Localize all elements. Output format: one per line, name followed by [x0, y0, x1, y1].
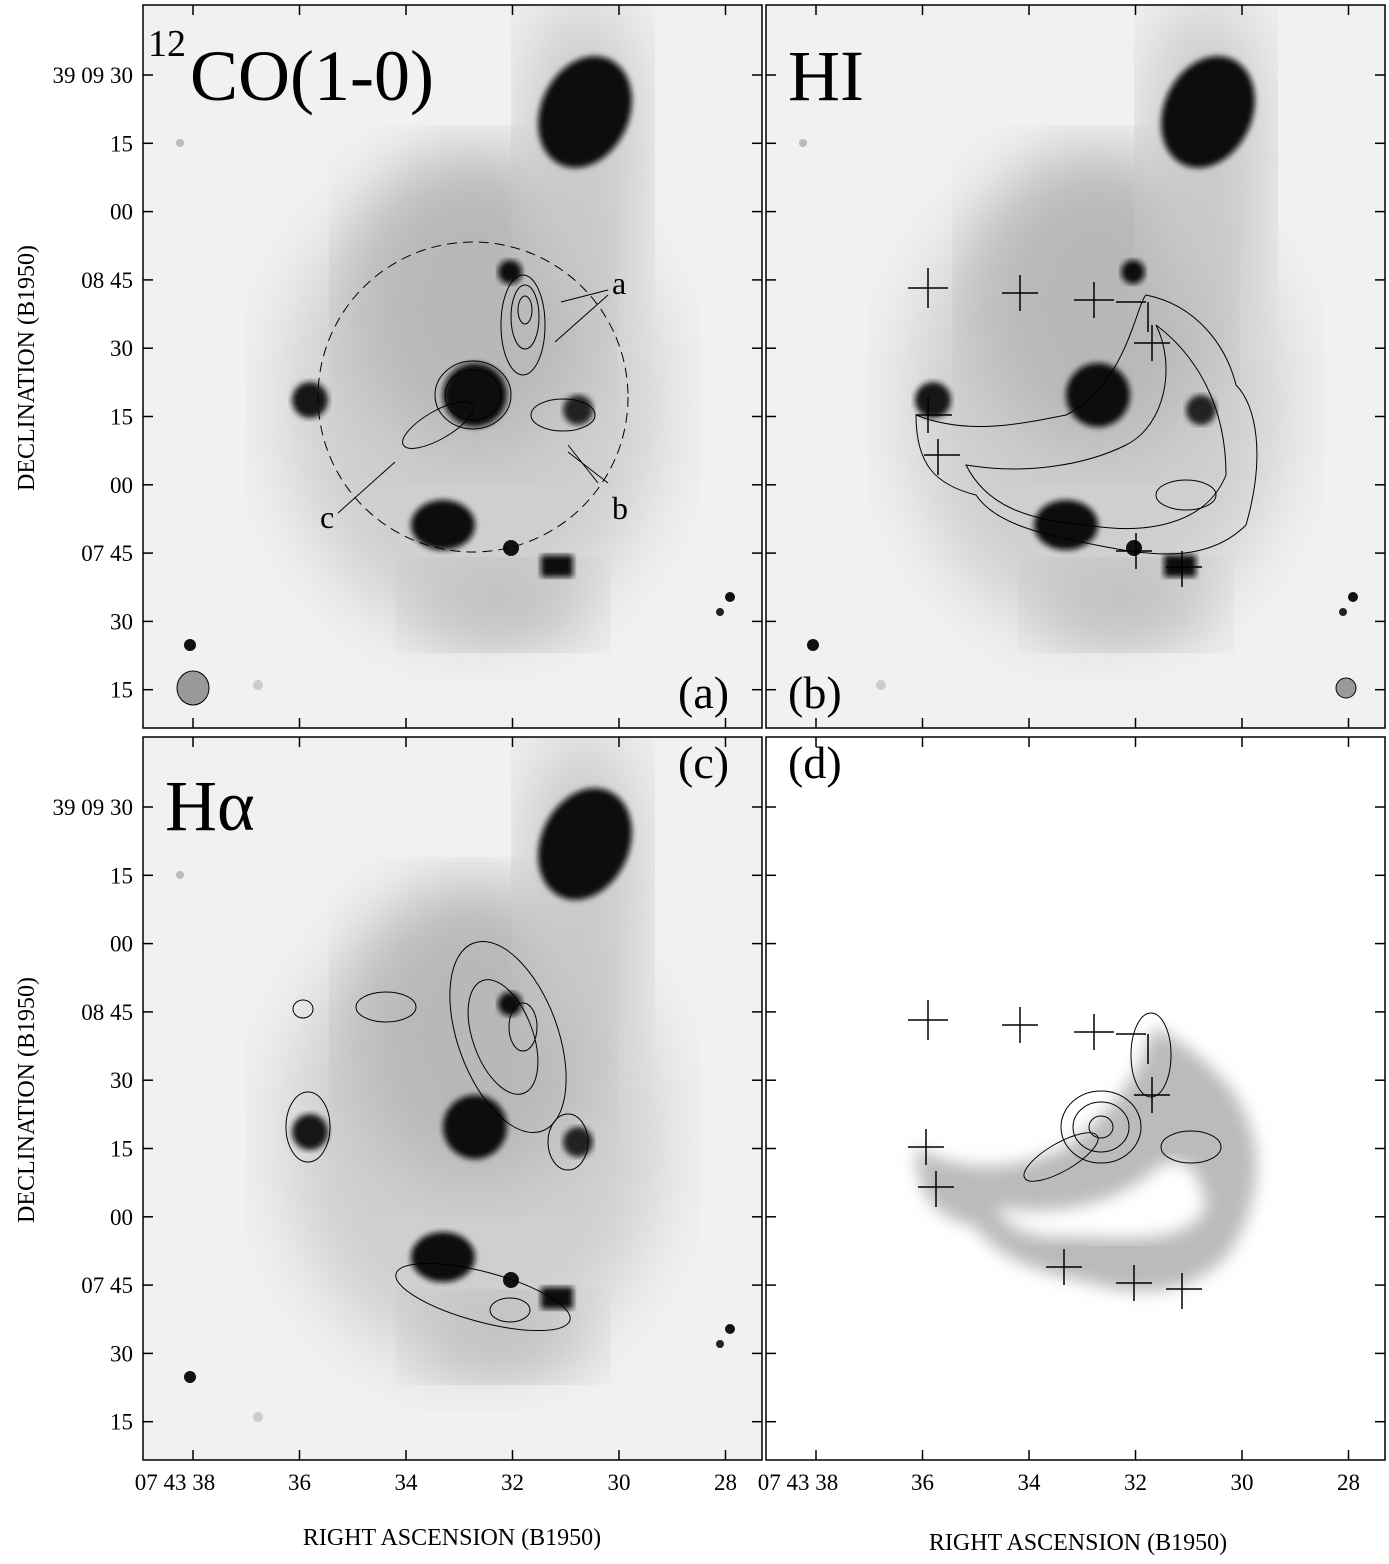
x-tick-label: 32	[501, 1470, 524, 1495]
y-tick-label: 30	[110, 1341, 133, 1366]
y-tick-label: 15	[110, 1410, 133, 1435]
panel-label: (a)	[678, 667, 729, 718]
x-axis-label: RIGHT ASCENSION (B1950)	[929, 1530, 1227, 1556]
panel-title: Hα	[165, 766, 255, 846]
y-tick-label: 15	[110, 1137, 133, 1162]
panel-label: (b)	[788, 667, 842, 718]
y-tick-label: 39 09 30	[53, 63, 134, 88]
panel-label: (c)	[678, 737, 729, 788]
y-tick-label: 15	[110, 678, 133, 703]
x-tick-label: 28	[714, 1470, 737, 1495]
x-tick-label: 07 43 38	[135, 1470, 216, 1495]
y-tick-label: 00	[110, 473, 133, 498]
panel-image	[143, 727, 762, 1527]
panel-title: HI	[788, 36, 864, 116]
panel-image	[908, 1000, 1257, 1309]
x-tick-label: 34	[1018, 1470, 1042, 1495]
y-tick-label: 08 45	[81, 268, 133, 293]
y-tick-label: 30	[110, 336, 133, 361]
panel-image	[766, 0, 1385, 728]
annotation: c	[320, 499, 334, 535]
annotation: b	[612, 490, 628, 526]
panel-frames	[142, 4, 1386, 1461]
x-tick-label: 30	[608, 1470, 631, 1495]
panel-image	[143, 0, 762, 728]
y-tick-label: 30	[110, 1068, 133, 1093]
y-tick-label: 15	[110, 405, 133, 430]
x-tick-label: 36	[911, 1470, 934, 1495]
panel-label: (d)	[788, 737, 842, 788]
y-tick-label: 07 45	[81, 1273, 133, 1298]
panel-title: CO(1-0)	[190, 36, 434, 116]
y-axis-label: DECLINATION (B1950)	[14, 977, 40, 1223]
title-sup: 12	[148, 23, 186, 65]
y-tick-label: 39 09 30	[53, 795, 134, 820]
y-tick-label: 08 45	[81, 1000, 133, 1025]
y-tick-label: 15	[110, 131, 133, 156]
y-tick-label: 15	[110, 863, 133, 888]
x-axis-label: RIGHT ASCENSION (B1950)	[303, 1525, 601, 1551]
x-tick-label: 32	[1124, 1470, 1147, 1495]
annotation: a	[612, 265, 626, 301]
y-tick-label: 30	[110, 609, 133, 634]
x-tick-label: 30	[1231, 1470, 1254, 1495]
x-tick-label: 28	[1337, 1470, 1360, 1495]
y-tick-label: 07 45	[81, 541, 133, 566]
x-tick-label: 34	[395, 1470, 419, 1495]
x-tick-label: 07 43 38	[758, 1470, 839, 1495]
y-tick-label: 00	[110, 932, 133, 957]
x-tick-label: 36	[288, 1470, 311, 1495]
y-axis-label: DECLINATION (B1950)	[14, 245, 40, 491]
y-tick-label: 00	[110, 1205, 133, 1230]
y-tick-label: 00	[110, 200, 133, 225]
